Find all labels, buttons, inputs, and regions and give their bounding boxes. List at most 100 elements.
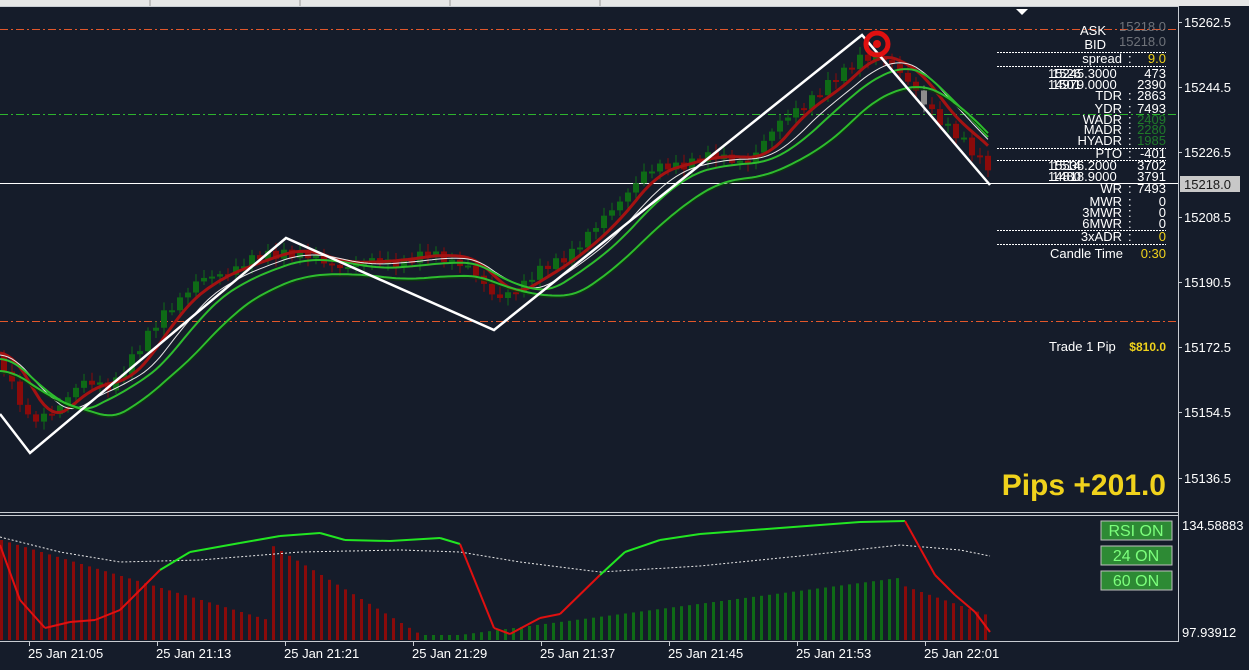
candle-body <box>889 60 895 65</box>
wadr-value: 2409 <box>1137 112 1166 127</box>
histogram-bar <box>584 618 587 640</box>
candle-body <box>857 54 863 70</box>
candle-body <box>649 171 655 174</box>
histogram-bar <box>48 554 51 640</box>
rsi-segment <box>934 574 956 596</box>
candle-body <box>553 258 559 269</box>
histogram-bar <box>560 621 563 640</box>
candle-body <box>729 154 735 163</box>
candle-body <box>945 123 951 126</box>
histogram-bar <box>208 602 211 640</box>
candle-body <box>865 54 871 61</box>
candle-body <box>425 251 431 258</box>
candle-body <box>641 171 647 184</box>
hyadr-value: 1985 <box>1137 133 1166 148</box>
candle-body <box>833 80 839 83</box>
candle-body <box>937 109 943 126</box>
histogram-bar <box>712 602 715 640</box>
candle-body <box>177 297 183 311</box>
histogram-bar <box>192 597 195 640</box>
time-tick: 25 Jan 21:21 <box>284 646 359 661</box>
candle-body <box>633 183 639 193</box>
candle-body <box>1 355 7 372</box>
candle-body <box>297 251 303 259</box>
period-24-toggle-button[interactable]: 24 ON <box>1100 545 1173 566</box>
candle-body <box>713 152 719 160</box>
stacked-garbled-label: 14979.0000 <box>1048 77 1117 92</box>
histogram-bar <box>24 547 27 640</box>
histogram-bar <box>272 546 275 640</box>
pto-label: PTO <box>1096 146 1123 161</box>
candle-body <box>17 381 23 405</box>
rsi-segment <box>439 537 461 545</box>
histogram-bar <box>352 594 355 640</box>
candle-body <box>329 263 335 266</box>
histogram-bar <box>720 601 723 640</box>
price-tick: 15154.5 <box>1184 405 1231 420</box>
stacked-garbled-label: 1514 <box>1052 158 1081 173</box>
price-tick: 15208.5 <box>1184 210 1231 225</box>
histogram-bar <box>88 566 91 640</box>
histogram-bar <box>464 634 467 640</box>
histogram-bar <box>32 549 35 640</box>
histogram-bar <box>904 586 907 640</box>
price-tick: 15226.5 <box>1184 145 1231 160</box>
mwr-colon: : <box>1128 194 1132 209</box>
candle-body <box>585 231 591 248</box>
histogram-bar <box>928 594 931 640</box>
rsi-segment <box>493 627 511 635</box>
rsi-segment <box>459 543 495 629</box>
histogram-bar <box>400 623 403 640</box>
histogram-bar <box>528 625 531 640</box>
histogram-bar <box>432 635 435 640</box>
hyadr-label: HYADR <box>1077 133 1122 148</box>
rsi-segment <box>699 527 781 535</box>
histogram-bar <box>696 604 699 640</box>
candle-body <box>233 266 239 275</box>
candle-body <box>161 310 167 328</box>
histogram-bar <box>152 585 155 640</box>
price-tick: 15262.5 <box>1184 15 1231 30</box>
price-tick: 15244.5 <box>1184 80 1231 95</box>
candle-body <box>129 354 135 374</box>
histogram-bar <box>704 603 707 640</box>
mwr3-label: 3MWR <box>1082 205 1122 220</box>
stacked-garbled-label: 15536.2000 <box>1048 158 1117 173</box>
candle-body <box>537 265 543 280</box>
candle-body <box>777 120 783 132</box>
price-axis[interactable]: 15262.5 15244.5 15226.5 15208.5 15190.5 … <box>1184 15 1231 486</box>
candle-body <box>73 387 79 398</box>
time-tick: 25 Jan 21:29 <box>412 646 487 661</box>
candle-body <box>25 404 31 415</box>
histogram-bar <box>72 561 75 640</box>
chart-shift-marker-icon[interactable] <box>1016 9 1028 15</box>
rsi-segment <box>189 542 241 553</box>
candle-body <box>145 330 151 352</box>
histogram-bar <box>968 608 971 640</box>
candle-body <box>913 81 919 91</box>
candle-body <box>569 248 575 263</box>
histogram-bar <box>768 594 771 640</box>
stacked-garbled-label: 1501 <box>1052 77 1081 92</box>
candle-body <box>849 67 855 70</box>
time-tick-marks <box>29 642 926 646</box>
rsi-toggle-button[interactable]: RSI ON <box>1100 520 1173 541</box>
candle-body <box>817 95 823 98</box>
candle-body <box>953 123 959 139</box>
histogram-bar <box>864 582 867 640</box>
period-60-toggle-button[interactable]: 60 ON <box>1100 570 1173 591</box>
price-tick: 15136.5 <box>1184 471 1231 486</box>
histogram-bar <box>360 599 363 640</box>
rsi-segment <box>94 609 121 621</box>
time-axis[interactable]: 25 Jan 21:05 25 Jan 21:13 25 Jan 21:21 2… <box>28 646 999 661</box>
zigzag-line <box>0 33 991 455</box>
histogram-bar <box>504 629 507 640</box>
mwr-value: 0 <box>1159 194 1166 209</box>
candle-body <box>409 258 415 264</box>
histogram-bar <box>0 540 3 640</box>
candle-body <box>9 371 15 382</box>
histogram-bar <box>224 607 227 640</box>
histogram-bar <box>104 571 107 640</box>
toolbar-strip <box>0 0 1249 6</box>
